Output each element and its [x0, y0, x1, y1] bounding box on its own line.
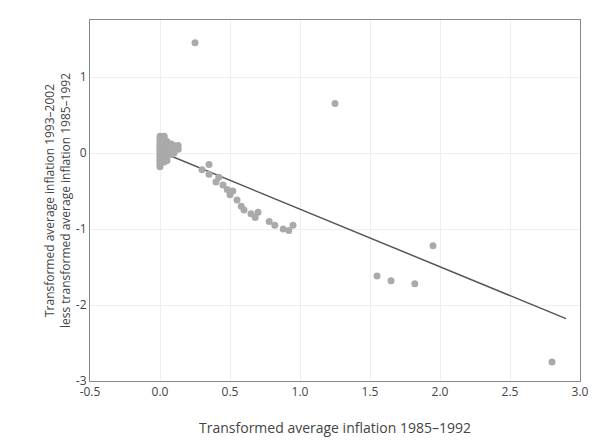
- svg-text:1.5: 1.5: [362, 383, 379, 400]
- svg-text:2.0: 2.0: [432, 383, 449, 400]
- svg-text:1.0: 1.0: [292, 383, 309, 400]
- svg-text:-2: -2: [76, 296, 87, 313]
- svg-text:Transformed average inflation: Transformed average inflation 1985–1992: [199, 418, 471, 437]
- svg-text:-0.5: -0.5: [80, 383, 101, 400]
- svg-text:1: 1: [80, 68, 87, 85]
- svg-text:-3: -3: [76, 372, 87, 389]
- svg-text:2.5: 2.5: [502, 383, 519, 400]
- svg-text:0.5: 0.5: [222, 383, 239, 400]
- svg-text:-1: -1: [76, 220, 87, 237]
- svg-text:3.0: 3.0: [572, 383, 589, 400]
- svg-text:Transformed average inflation: Transformed average inflation 1993–2002l…: [41, 73, 74, 328]
- svg-text:0.0: 0.0: [152, 383, 169, 400]
- svg-text:0: 0: [80, 144, 87, 161]
